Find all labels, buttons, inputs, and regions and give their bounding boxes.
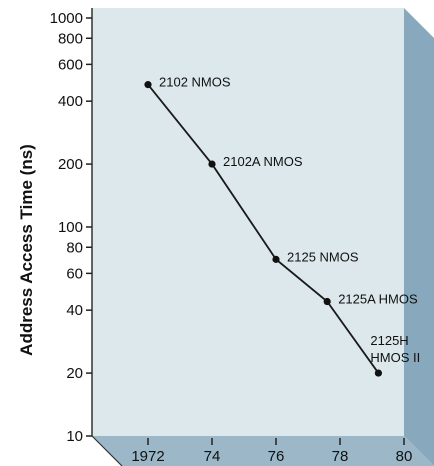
data-point: [323, 297, 331, 306]
x-tick-label: 78: [332, 448, 349, 465]
x-tick-label: 1972: [131, 448, 164, 465]
chart-backdrop: [91, 8, 434, 466]
point-label: HMOS II: [370, 350, 420, 365]
y-axis-label: Address Access Time (ns): [17, 144, 36, 356]
x-tick-label: 76: [268, 448, 285, 465]
data-point: [272, 255, 280, 263]
floor-panel: [92, 436, 434, 466]
y-tick-label: 800: [58, 30, 83, 47]
data-points: 2102 NMOS 2102A NMOS 2125 NMOS 2125A HMOS 21…: [144, 75, 420, 377]
y-tick-label: 200: [58, 156, 83, 173]
side-panel: [404, 8, 434, 466]
y-tick-label: 100: [58, 219, 83, 236]
y-tick-label: 400: [58, 93, 83, 110]
x-tick-label: 74: [204, 448, 221, 465]
y-tick-label: 10: [66, 428, 83, 445]
data-point: [374, 369, 382, 377]
y-tick-label: 1000: [50, 10, 83, 27]
y-tick-label: 20: [66, 365, 83, 382]
floor-edge: [91, 435, 123, 466]
point-label: 2125 NMOS: [287, 249, 359, 264]
point-label: 2125A HMOS: [338, 292, 418, 307]
y-tick-label: 60: [66, 265, 83, 282]
point-label: 2102 NMOS: [159, 75, 231, 90]
data-point: [144, 81, 152, 89]
y-axis: 1000 800 600 400 200 100 80 60 40 20 10: [50, 10, 92, 445]
data-point: [208, 160, 216, 168]
x-axis: 1972 74 76 78 80: [131, 438, 412, 465]
y-tick-label: 600: [58, 56, 83, 73]
y-tick-label: 40: [66, 302, 83, 319]
point-label: 2102A NMOS: [223, 154, 303, 169]
y-tick-label: 80: [66, 239, 83, 256]
point-label: 2125H: [370, 333, 408, 348]
plot-area: [92, 8, 404, 436]
x-tick-label: 80: [396, 448, 413, 465]
